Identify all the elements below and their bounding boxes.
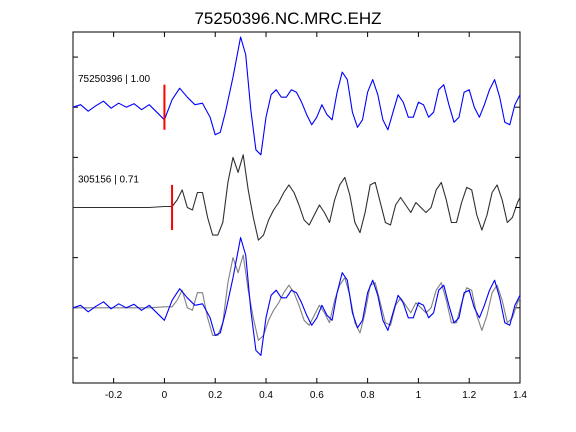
overlay-trace-reference: [73, 254, 521, 341]
trace-line-2: [73, 154, 521, 241]
x-tick-label: 1.4: [513, 390, 527, 401]
axis-ticks: -0.2 0 0.2 0.4 0.6 0.8 1 1.2 1.4: [73, 32, 527, 401]
x-tick-label: 0.2: [208, 390, 222, 401]
x-tick-label: 0.4: [259, 390, 273, 401]
overlay-trace-target: [72, 237, 521, 356]
x-tick-label: 0.6: [310, 390, 324, 401]
x-tick-label: -0.2: [105, 390, 123, 401]
x-tick-label: 0.8: [361, 390, 375, 401]
x-tick-label: 0: [162, 390, 168, 401]
trace-label-1: 75250396 | 1.00: [78, 74, 151, 85]
chart-title: 75250396.NC.MRC.EHZ: [194, 9, 381, 28]
x-tick-label: 1: [416, 390, 422, 401]
x-tick-label: 1.2: [462, 390, 476, 401]
trace-label-2: 305156 | 0.71: [78, 174, 139, 185]
traces-layer: [72, 36, 521, 356]
trace-line-1: [72, 36, 521, 156]
trace-labels: 75250396 | 1.00 305156 | 0.71: [78, 74, 151, 185]
